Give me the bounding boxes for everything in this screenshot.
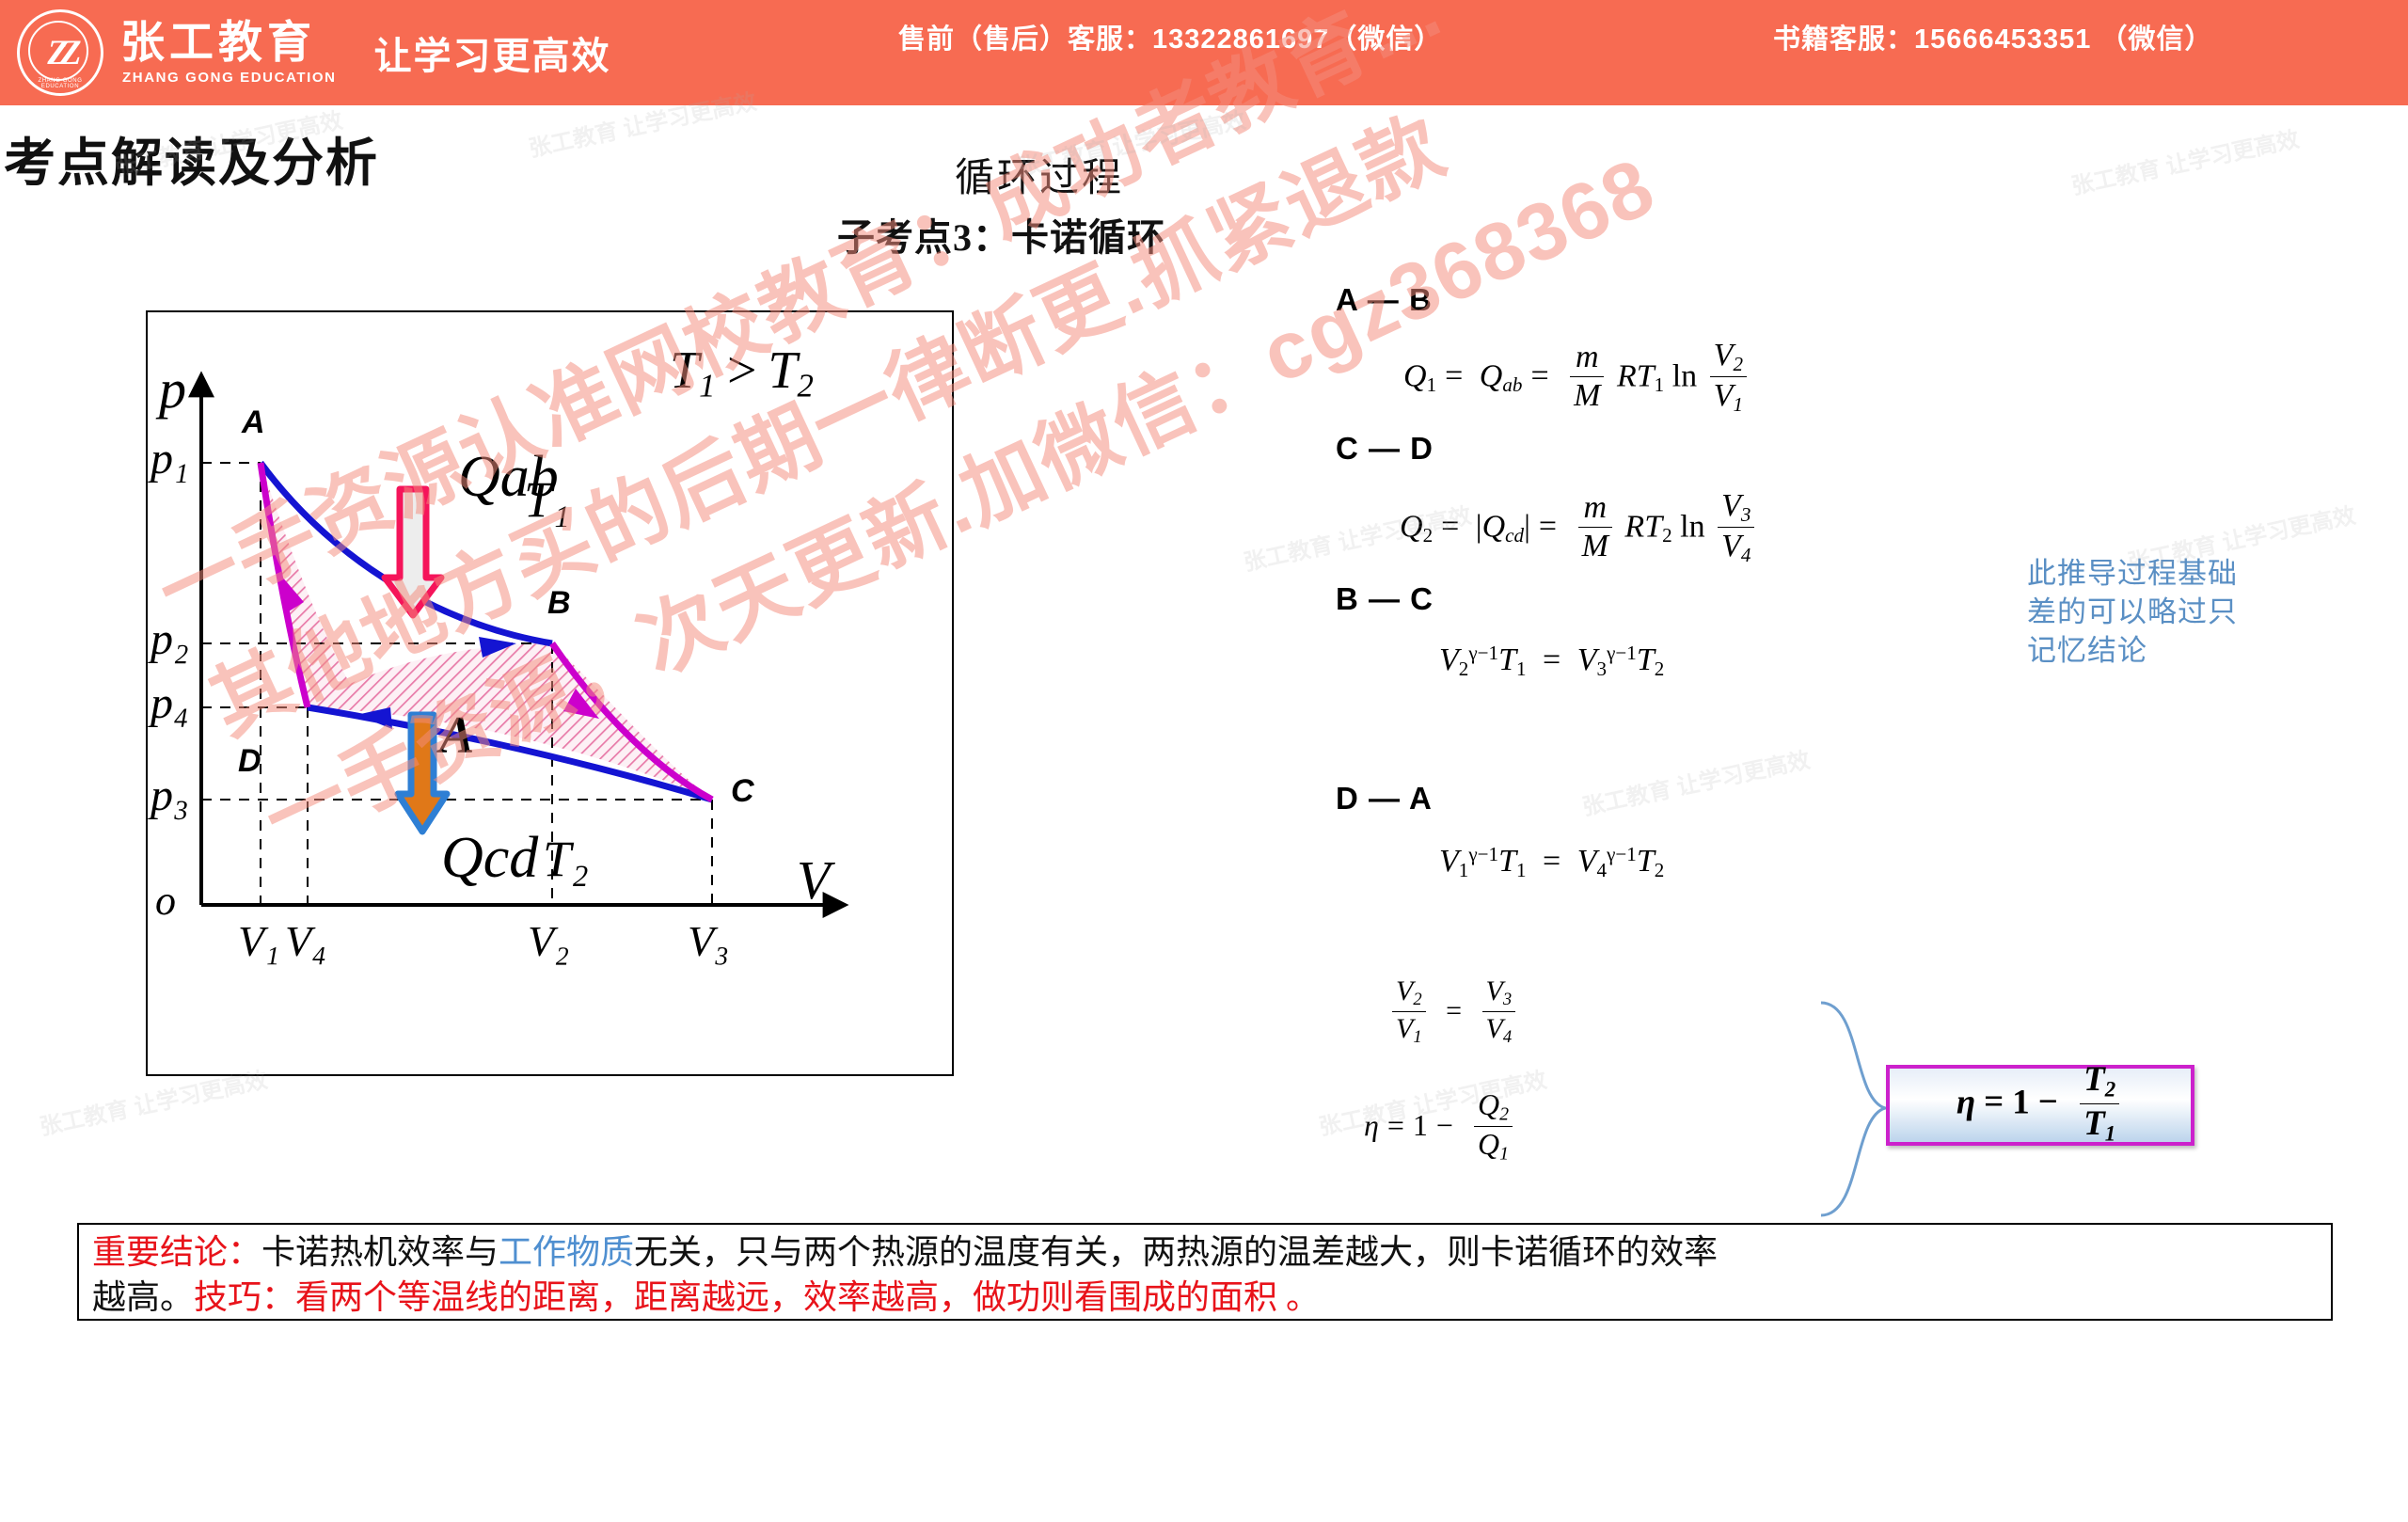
pv-diagram-svg bbox=[188, 371, 849, 918]
point-label-c: C bbox=[731, 773, 754, 809]
conclusion-line-1: 重要结论：卡诺热机效率与工作物质无关，只与两个热源的温度有关，两热源的温差越大，… bbox=[92, 1230, 2318, 1276]
temp-relation-t2: T bbox=[768, 341, 798, 400]
sub-title: 子考点3：卡诺循环 bbox=[837, 216, 1165, 259]
v-axis-label: V bbox=[797, 849, 831, 911]
x-tick-v2: V₂ bbox=[528, 917, 570, 965]
brace-icon bbox=[1820, 1001, 1891, 1217]
heat-out-arrow-icon bbox=[394, 711, 451, 835]
equation-efficiency-result: η = 1− T2 T1 bbox=[1956, 1061, 2124, 1147]
side-note: 此推导过程基础差的可以略过只记忆结论 bbox=[2027, 557, 2238, 667]
presale-contact: 售前（售后）客服：13322861697（微信） bbox=[898, 24, 1443, 55]
isotherm-cold-label: T₂ bbox=[543, 831, 589, 887]
point-label-d: D bbox=[238, 743, 261, 779]
section-title: 循环过程 bbox=[955, 157, 1125, 200]
y-tick-p4: p₄ bbox=[150, 678, 189, 728]
page-title: 考点解读及分析 bbox=[4, 134, 380, 192]
book-contact: 书籍客服：15666453351 （微信） bbox=[1773, 24, 2213, 55]
point-label-a: A bbox=[242, 404, 265, 440]
isotherm-cold-arrow bbox=[356, 707, 392, 729]
logo-monogram: ZZ bbox=[47, 33, 81, 72]
conclusion-tip-text: 看两个等温线的距离，距离越远，效率越高，做功则看围成的面积 。 bbox=[295, 1277, 1321, 1316]
isotherm-hot-label: T₁ bbox=[524, 471, 570, 528]
conclusion-text-a: 卡诺热机效率与 bbox=[261, 1233, 499, 1271]
conclusion-text-c: 越高。 bbox=[92, 1277, 195, 1316]
logo-ring-text: ZHANG GONG EDUCATION bbox=[38, 78, 83, 89]
x-tick-v3: V₃ bbox=[688, 917, 730, 965]
heat-in-arrow-icon bbox=[381, 485, 445, 619]
heat-out-label-text: Qcd bbox=[441, 826, 539, 890]
watermark-tile: 张工教育 让学习更高效 bbox=[2068, 126, 2302, 200]
pv-diagram: p V o T1 > T2 p₁ p₂ p₄ p₃ V₁ V₄ V₂ V₃ A B … bbox=[146, 310, 954, 1076]
step-label-da: D — A bbox=[1336, 781, 1433, 816]
adiabat-da-arrow bbox=[281, 576, 304, 611]
origin-label: o bbox=[155, 878, 176, 924]
logo-icon: ZZ ZHANG GONG EDUCATION bbox=[17, 9, 103, 96]
conclusion-highlight: 工作物质 bbox=[499, 1233, 635, 1271]
isotherm-cold-curve bbox=[307, 704, 714, 803]
step-label-ab: A — B bbox=[1336, 282, 1433, 317]
conclusion-tip-label: 技巧： bbox=[194, 1277, 296, 1316]
conclusion-text-b: 无关，只与两个热源的温度有关，两热源的温差越大，则卡诺循环的效率 bbox=[634, 1233, 1719, 1271]
x-tick-v1: V₁ bbox=[238, 917, 280, 965]
temperature-relation: T1 > T2 bbox=[670, 341, 814, 405]
adiabat-bc-arrow bbox=[563, 689, 599, 719]
adiabat-da-curve bbox=[257, 462, 311, 708]
y-tick-p3: p₃ bbox=[150, 770, 189, 820]
y-tick-p1: p₁ bbox=[150, 434, 189, 484]
adiabat-bc-curve bbox=[549, 642, 714, 803]
cycle-area-label: A bbox=[439, 706, 475, 765]
conclusion-box: 重要结论：卡诺热机效率与工作物质无关，只与两个热源的温度有关，两热源的温差越大，… bbox=[77, 1223, 2333, 1321]
equation-bc: V2γ−1T1 = V3γ−1T2 bbox=[1439, 642, 1665, 680]
header-bar: ZZ ZHANG GONG EDUCATION 张工教育 ZHANG GONG … bbox=[0, 0, 2408, 105]
step-label-cd: C — D bbox=[1336, 431, 1434, 466]
temp-relation-t1: T bbox=[670, 341, 700, 400]
logo-inner-ring bbox=[28, 21, 88, 81]
isotherm-hot-arrow bbox=[479, 637, 516, 658]
brand-name-cn: 张工教育 bbox=[120, 17, 316, 67]
conclusion-line-2: 越高。技巧：看两个等温线的距离，距离越远，效率越高，做功则看围成的面积 。 bbox=[92, 1276, 2318, 1321]
equation-eta: η = 1− Q2 Q1 bbox=[1364, 1088, 1517, 1166]
brand-text-stack: 张工教育 ZHANG GONG EDUCATION bbox=[103, 20, 337, 86]
step-label-bc: B — C bbox=[1336, 581, 1434, 616]
x-tick-v4: V₄ bbox=[285, 917, 327, 965]
heat-in-label: Qab bbox=[458, 444, 559, 511]
brand-block: ZZ ZHANG GONG EDUCATION 张工教育 ZHANG GONG … bbox=[0, 9, 611, 96]
watermark-tile: 张工教育 让学习更高效 bbox=[37, 1067, 270, 1141]
temp-relation-sub1: 1 bbox=[699, 367, 716, 404]
heat-in-label-text: Qab bbox=[458, 445, 559, 509]
equation-volume-ratio: V2 V1 = V3 V4 bbox=[1387, 976, 1520, 1048]
temp-relation-sub2: 2 bbox=[797, 367, 814, 404]
point-label-b: B bbox=[547, 585, 571, 621]
cycle-area-fill bbox=[261, 463, 712, 800]
brand-slogan: 让学习更高效 bbox=[373, 36, 611, 77]
conclusion-label: 重要结论： bbox=[92, 1233, 262, 1271]
y-tick-p2: p₂ bbox=[150, 614, 189, 664]
temp-relation-operator: > bbox=[723, 341, 760, 400]
p-axis-label: p bbox=[159, 358, 186, 420]
heat-out-label: Qcd bbox=[441, 825, 538, 892]
brand-name-en: ZHANG GONG EDUCATION bbox=[122, 70, 337, 86]
equation-da: V1γ−1T1 = V4γ−1T2 bbox=[1439, 843, 1665, 881]
efficiency-result-box: η = 1− T2 T1 bbox=[1886, 1061, 2194, 1147]
